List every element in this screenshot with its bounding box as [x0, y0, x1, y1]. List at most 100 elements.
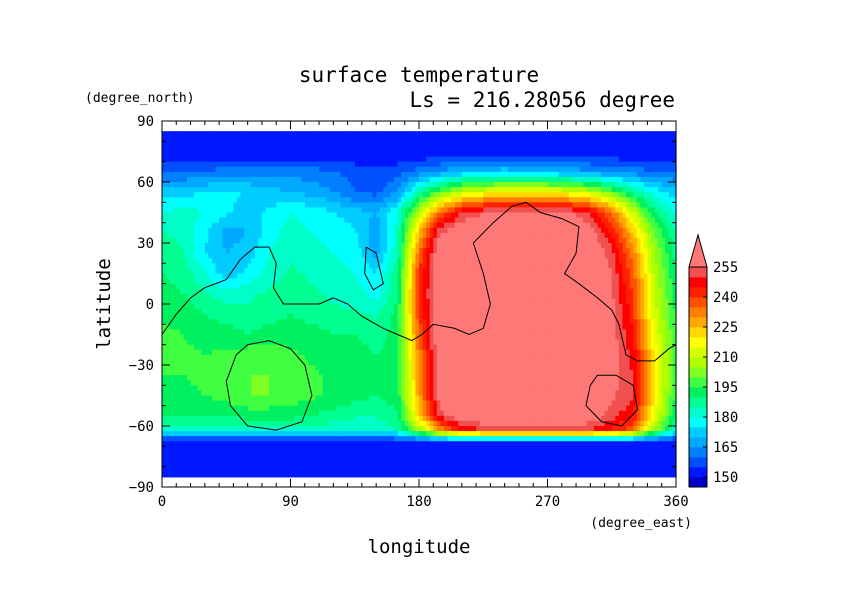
heatmap-cell	[608, 298, 613, 305]
heatmap-cell	[333, 227, 338, 234]
heatmap-cell	[501, 293, 506, 300]
heatmap-cell	[233, 151, 238, 158]
heatmap-cell	[315, 161, 320, 168]
heatmap-cell	[654, 298, 659, 305]
heatmap-cell	[540, 232, 545, 239]
heatmap-cell	[447, 232, 452, 239]
heatmap-cell	[426, 207, 431, 214]
heatmap-cell	[272, 237, 277, 244]
heatmap-cell	[626, 227, 631, 234]
heatmap-cell	[408, 171, 413, 178]
heatmap-cell	[490, 217, 495, 224]
heatmap-cell	[269, 227, 274, 234]
heatmap-cell	[636, 273, 641, 280]
heatmap-cell	[297, 151, 302, 158]
heatmap-cell	[511, 151, 516, 158]
heatmap-cell	[486, 288, 491, 295]
heatmap-cell	[493, 288, 499, 295]
heatmap-cell	[344, 304, 349, 310]
heatmap-cell	[286, 182, 292, 188]
heatmap-cell	[426, 217, 431, 224]
heatmap-cell	[190, 212, 195, 219]
heatmap-cell	[276, 207, 281, 214]
heatmap-cell	[661, 283, 666, 290]
heatmap-cell	[504, 298, 509, 305]
heatmap-cell	[204, 146, 209, 153]
heatmap-cell	[261, 151, 267, 158]
heatmap-cell	[458, 237, 463, 244]
heatmap-cell	[586, 243, 591, 249]
heatmap-cell	[636, 298, 641, 305]
heatmap-cell	[383, 212, 388, 219]
heatmap-cell	[401, 304, 406, 310]
heatmap-cell	[476, 237, 481, 244]
heatmap-cell	[308, 192, 313, 198]
heatmap-cell	[372, 243, 377, 249]
heatmap-cell	[279, 197, 284, 203]
heatmap-cell	[611, 268, 616, 275]
heatmap-cell	[254, 136, 259, 142]
heatmap-cell	[162, 217, 167, 224]
heatmap-cell	[351, 131, 356, 137]
heatmap-cell	[190, 176, 195, 183]
heatmap-cell	[668, 146, 674, 153]
heatmap-cell	[286, 288, 292, 295]
heatmap-cell	[433, 161, 438, 168]
heatmap-cell	[583, 187, 588, 193]
heatmap-cell	[390, 227, 395, 234]
heatmap-cell	[401, 248, 406, 254]
heatmap-cell	[404, 141, 409, 148]
heatmap-cell	[561, 207, 566, 214]
heatmap-cell	[265, 166, 270, 173]
heatmap-cell	[411, 217, 417, 224]
heatmap-cell	[322, 253, 327, 259]
heatmap-cell	[411, 151, 417, 158]
heatmap-cell	[283, 156, 288, 163]
heatmap-cell	[340, 131, 345, 137]
heatmap-cell	[451, 156, 456, 163]
heatmap-cell	[576, 207, 581, 214]
heatmap-cell	[579, 222, 584, 229]
heatmap-cell	[565, 202, 570, 209]
heatmap-cell	[286, 161, 292, 168]
heatmap-cell	[333, 288, 338, 295]
heatmap-cell	[608, 136, 613, 142]
heatmap-cell	[611, 197, 616, 203]
heatmap-cell	[386, 192, 392, 198]
heatmap-cell	[272, 202, 277, 209]
heatmap-cell	[236, 136, 242, 142]
heatmap-cell	[479, 141, 484, 148]
heatmap-cell	[633, 192, 638, 198]
heatmap-cell	[436, 131, 442, 137]
heatmap-cell	[365, 304, 370, 310]
heatmap-cell	[322, 166, 327, 173]
heatmap-cell	[565, 161, 570, 168]
heatmap-cell	[176, 161, 181, 168]
heatmap-cell	[636, 268, 641, 275]
heatmap-cell	[611, 222, 616, 229]
heatmap-cell	[211, 273, 217, 280]
heatmap-cell	[497, 253, 502, 259]
heatmap-cell	[240, 298, 245, 305]
heatmap-cell	[251, 176, 256, 183]
heatmap-cell	[654, 253, 659, 259]
heatmap-cell	[286, 176, 292, 183]
heatmap-cell	[451, 232, 456, 239]
heatmap-cell	[651, 298, 656, 305]
heatmap-cell	[401, 136, 406, 142]
heatmap-cell	[301, 136, 306, 142]
heatmap-cell	[208, 278, 213, 285]
heatmap-cell	[422, 268, 427, 275]
heatmap-cell	[304, 253, 309, 259]
heatmap-cell	[244, 298, 249, 305]
heatmap-cell	[372, 192, 377, 198]
heatmap-cell	[190, 253, 195, 259]
heatmap-cell	[443, 171, 449, 178]
heatmap-cell	[244, 176, 249, 183]
heatmap-cell	[419, 283, 424, 290]
heatmap-cell	[597, 171, 602, 178]
heatmap-cell	[508, 243, 513, 249]
heatmap-cell	[479, 283, 484, 290]
heatmap-cell	[258, 232, 263, 239]
heatmap-cell	[440, 243, 445, 249]
